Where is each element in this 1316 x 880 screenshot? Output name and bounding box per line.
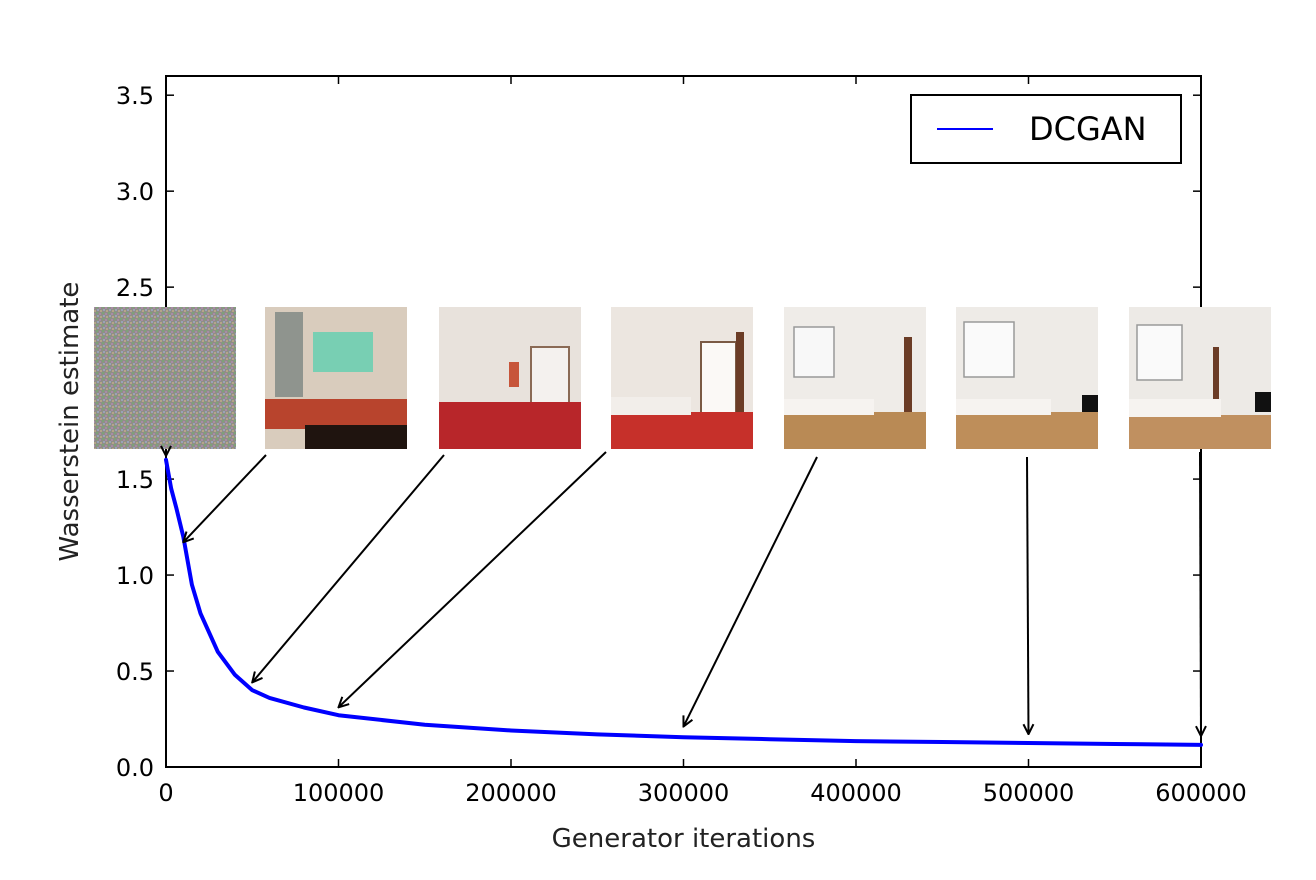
x-tick-label: 100000 <box>293 779 385 807</box>
door <box>700 341 737 418</box>
annotation-arrow <box>684 456 818 727</box>
series-line-0 <box>164 457 1203 747</box>
sample-thumbnail <box>956 307 1098 449</box>
annotation-arrow <box>252 454 445 682</box>
bed <box>956 399 1051 415</box>
legend-label: DCGAN <box>1029 110 1147 148</box>
sample-thumbnail <box>265 307 407 449</box>
sample-thumbnail <box>439 307 581 449</box>
bed <box>611 397 691 415</box>
y-tick-label: 3.0 <box>116 178 154 206</box>
y-tick-label: 0.5 <box>116 658 154 686</box>
beam <box>736 332 744 432</box>
annotation-arrow <box>339 451 607 707</box>
y-tick-label: 1.0 <box>116 562 154 590</box>
x-tick-label: 0 <box>158 779 173 807</box>
noise-fill <box>94 307 236 449</box>
dark <box>1082 395 1098 413</box>
x-tick-label: 200000 <box>465 779 557 807</box>
y-axis-label: Wasserstein estimate <box>55 282 85 562</box>
x-tick-label: 300000 <box>638 779 730 807</box>
window <box>1136 324 1183 381</box>
window <box>963 321 1015 378</box>
floor <box>439 402 581 449</box>
sample-thumbnail <box>1129 307 1271 449</box>
annotation-arrow <box>1027 456 1029 734</box>
bed <box>784 399 874 415</box>
annotation-arrow <box>183 454 267 542</box>
window <box>793 326 835 378</box>
y-tick-label: 3.5 <box>116 82 154 110</box>
shadow <box>305 425 407 449</box>
x-tick-label: 500000 <box>983 779 1075 807</box>
beam <box>1213 347 1219 427</box>
sample-thumbnail <box>94 307 236 449</box>
sample-thumbnail <box>611 307 753 449</box>
blob <box>313 332 373 372</box>
floor <box>265 399 407 429</box>
annotation-arrow <box>1200 451 1201 736</box>
floor <box>1129 415 1271 449</box>
floor <box>956 412 1098 449</box>
floor <box>784 412 926 449</box>
bed <box>1129 399 1221 417</box>
dark <box>1255 392 1271 412</box>
item <box>509 362 519 387</box>
sample-thumbnail <box>784 307 926 449</box>
x-tick-label: 600000 <box>1155 779 1247 807</box>
beam <box>904 337 912 417</box>
y-tick-label: 2.5 <box>116 274 154 302</box>
x-axis-label: Generator iterations <box>552 824 816 854</box>
floor <box>611 412 753 449</box>
y-tick-label: 0.0 <box>116 754 154 782</box>
blob <box>275 312 303 397</box>
x-tick-label: 400000 <box>810 779 902 807</box>
y-tick-label: 1.5 <box>116 466 154 494</box>
